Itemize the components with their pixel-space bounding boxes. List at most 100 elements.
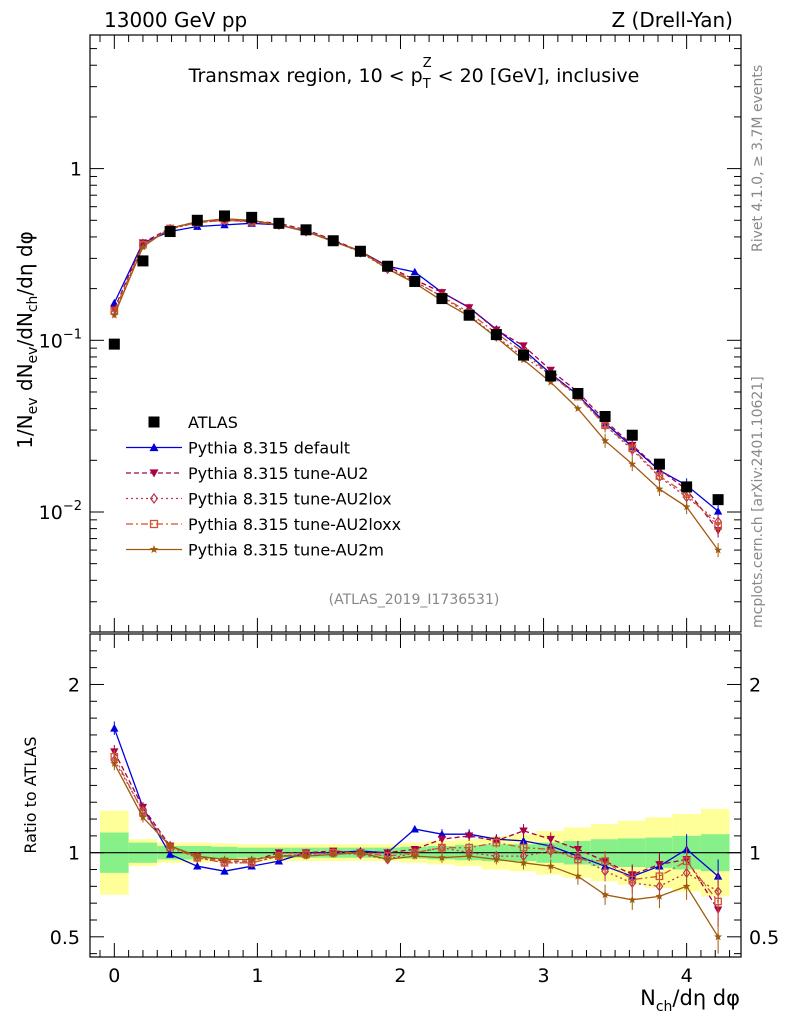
main-marker-1 xyxy=(110,298,119,307)
legend-marker xyxy=(149,443,159,452)
ratio-marker-0 xyxy=(193,861,202,870)
main-marker-5 xyxy=(655,484,664,493)
ratio-marker-3 xyxy=(465,843,474,852)
legend-label: Pythia 8.315 tune-AU2loxx xyxy=(188,515,401,534)
main-marker-4 xyxy=(714,522,722,530)
ratio-y-tick-label-right: 2 xyxy=(749,674,761,696)
legend-item-3: Pythia 8.315 tune-AU2lox xyxy=(126,490,392,509)
legend-label: Pythia 8.315 tune-AU2 xyxy=(188,464,368,483)
ratio-marker-0 xyxy=(110,724,119,732)
atlas-data-point xyxy=(300,224,312,236)
atlas-data-point xyxy=(626,429,638,441)
y-tick-label: 10−2 xyxy=(39,499,82,524)
ratio-marker-3 xyxy=(546,845,555,854)
ratio-marker-4 xyxy=(193,851,202,860)
atlas-data-point xyxy=(327,235,339,247)
ratio-marker-4 xyxy=(714,932,723,941)
rivet-version-label: Rivet 4.1.0, ≥ 3.7M events xyxy=(750,65,766,252)
ratio-marker-3 xyxy=(682,857,691,865)
main-y-tick-labels: 1 10−1 10−2 xyxy=(39,159,82,524)
ratio-marker-4 xyxy=(329,850,338,858)
main-marker-1 xyxy=(713,507,723,515)
ratio-marker-1 xyxy=(519,827,528,836)
ratio-marker-1 xyxy=(546,835,555,844)
x-tick-label: 1 xyxy=(251,965,263,987)
ratio-marker-3 xyxy=(601,857,609,865)
header-right: Z (Drell-Yan) xyxy=(611,8,733,32)
ratio-marker-4 xyxy=(356,848,365,857)
ratio-marker-4 xyxy=(138,813,147,821)
x-tick-label: 3 xyxy=(538,965,550,987)
x-axis-label: Nch/dη dφ xyxy=(640,986,740,1015)
ratio-y-tick-label: 1 xyxy=(68,843,80,865)
ratio-marker-4 xyxy=(220,855,229,863)
header-left: 13000 GeV pp xyxy=(104,8,247,32)
ratio-marker-0 xyxy=(437,829,447,838)
mcplots-source-label: mcplots.cern.ch [arXiv:2401.10621] xyxy=(750,376,766,628)
ratio-marker-2 xyxy=(247,857,256,868)
main-frame xyxy=(89,34,742,633)
main-plot-area xyxy=(108,210,724,558)
ratio-frame xyxy=(89,633,742,958)
plot-title: Transmax region, 10 < pTZ < 20 [GeV], in… xyxy=(188,56,640,92)
ratio-marker-2 xyxy=(601,866,609,877)
ratio-marker-4 xyxy=(465,851,474,860)
atlas-data-point xyxy=(164,226,176,238)
legend-marker xyxy=(149,493,159,504)
main-marker-5 xyxy=(682,502,691,511)
ratio-marker-4 xyxy=(274,851,283,860)
ratio-marker-4 xyxy=(628,895,637,904)
atlas-data-point xyxy=(518,349,530,361)
atlas-data-point xyxy=(599,410,611,422)
ratio-marker-4 xyxy=(492,855,501,863)
ratio-marker-4 xyxy=(110,759,119,767)
ratio-series-line-1 xyxy=(113,751,719,911)
atlas-data-point xyxy=(191,214,203,226)
main-marker-5 xyxy=(601,436,610,445)
ratio-y-tick-label: 2 xyxy=(68,674,80,696)
ratio-marker-4 xyxy=(546,862,555,870)
atlas-data-point xyxy=(273,217,285,229)
ratio-marker-3 xyxy=(519,843,528,852)
ratio-marker-2 xyxy=(383,854,392,865)
ratio-y-tick-label-right: 1 xyxy=(749,843,761,865)
ratio-marker-4 xyxy=(682,882,691,890)
ratio-marker-3 xyxy=(714,897,722,906)
ratio-marker-4 xyxy=(573,872,582,880)
atlas-data-point xyxy=(382,260,394,272)
legend-label: Pythia 8.315 tune-AU2m xyxy=(188,541,384,560)
ratio-y-tick-labels: 0.5 0.5 1 1 2 2 xyxy=(50,674,779,948)
atlas-data-point xyxy=(463,309,475,321)
ratio-marker-4 xyxy=(655,892,664,900)
legend-item-4: Pythia 8.315 tune-AU2loxx xyxy=(126,515,401,534)
legend-marker xyxy=(149,545,159,554)
ratio-marker-4 xyxy=(247,855,256,863)
main-series-line-3 xyxy=(113,219,719,523)
ratio-marker-0 xyxy=(220,867,229,875)
main-marker-5 xyxy=(573,404,582,412)
atlas-data-point xyxy=(545,370,557,382)
main-marker-1 xyxy=(410,267,419,276)
ratio-marker-4 xyxy=(519,858,528,867)
ratio-marker-3 xyxy=(574,855,582,864)
ratio-marker-4 xyxy=(410,851,419,860)
analysis-watermark: (ATLAS_2019_I1736531) xyxy=(329,592,500,608)
main-marker-3 xyxy=(139,239,147,250)
atlas-data-point xyxy=(681,481,693,493)
main-panel: 1 10−1 10−2 Transmax region, 10 < pTZ < 20… xyxy=(13,34,742,633)
ratio-marker-0 xyxy=(410,824,419,833)
ratio-marker-4 xyxy=(438,853,446,862)
ratio-marker-1 xyxy=(464,832,474,841)
legend-marker xyxy=(149,519,159,529)
legend-item-1: Pythia 8.315 default xyxy=(126,439,350,458)
main-axis-ticks xyxy=(90,34,741,633)
ratio-plot-area xyxy=(90,721,741,954)
main-series-line-2 xyxy=(113,219,719,531)
ratio-y-tick-label: 0.5 xyxy=(50,927,80,949)
ratio-marker-3 xyxy=(628,875,637,884)
legend-marker xyxy=(148,416,160,428)
atlas-data-point xyxy=(354,245,366,257)
legend-label: Pythia 8.315 default xyxy=(188,439,350,458)
legend-item-2: Pythia 8.315 tune-AU2 xyxy=(126,464,368,483)
